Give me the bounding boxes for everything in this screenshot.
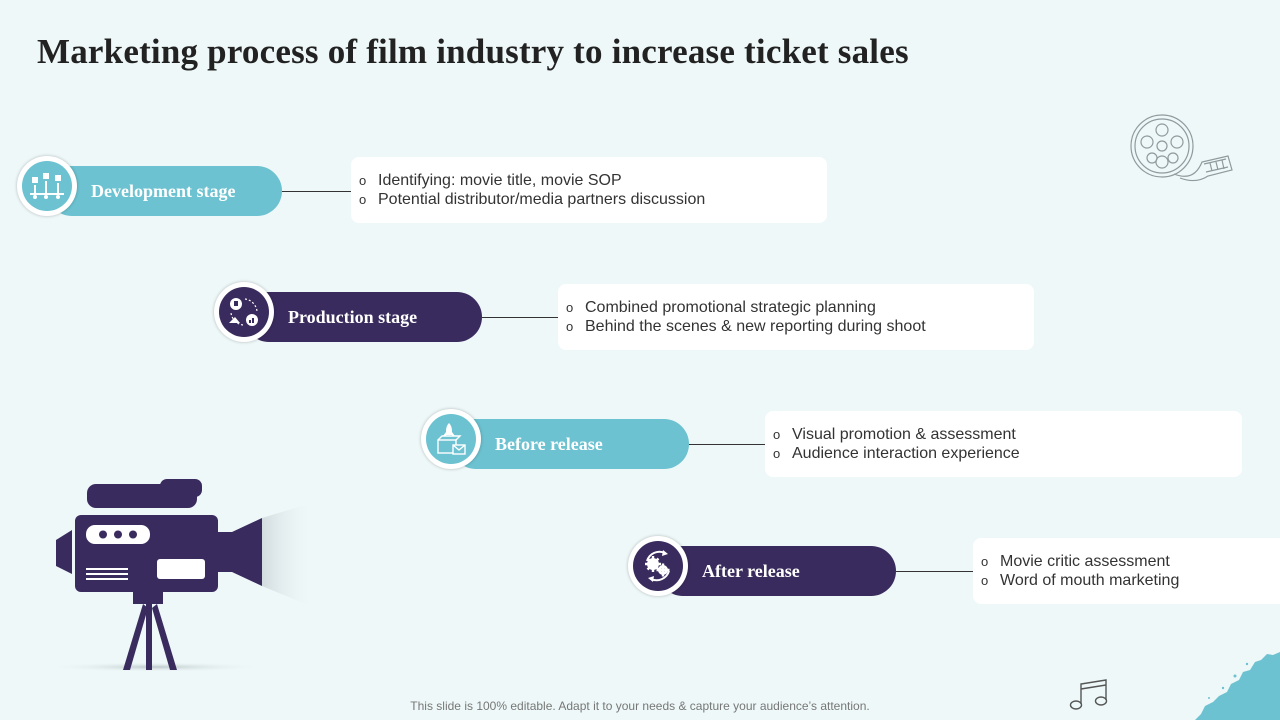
movie-camera-illustration [45, 479, 315, 672]
stage-icon-badge [214, 282, 274, 342]
connector-line [896, 571, 973, 572]
launch-box-icon [437, 423, 466, 455]
gears-cycle-icon [645, 550, 670, 582]
stage-before-release: Before release [421, 409, 766, 469]
bullet-item: o Behind the scenes & new reporting durin… [566, 318, 926, 335]
stage-label: Before release [495, 433, 603, 454]
stage-production: Production stage [214, 282, 558, 342]
details-box-after-release: o Movie critic assessment o Word of mouth … [973, 538, 1280, 604]
connector-line [282, 191, 352, 192]
details-box-before-release: o Visual promotion & assessment o Audience… [765, 411, 1242, 477]
details-box-development: o Identifying: movie title, movie SOP o Po… [351, 157, 827, 223]
stage-icon-badge [17, 156, 77, 216]
stage-label: After release [702, 560, 800, 581]
stage-pill: Before release [451, 419, 689, 469]
bullet-item: o Audience interaction experience [773, 445, 1020, 462]
bullet-item: o Identifying: movie title, movie SOP [359, 172, 622, 189]
connector-line [482, 317, 558, 318]
bullet-item: o Movie critic assessment [981, 553, 1170, 570]
bullet-item: o Visual promotion & assessment [773, 426, 1016, 443]
process-cycle-icon [229, 298, 258, 326]
film-reel-icon [1130, 114, 1233, 182]
page-title: Marketing process of film industry to in… [37, 32, 909, 71]
connector-line [689, 444, 766, 445]
bullet-item: o Potential distributor/media partners di… [359, 191, 706, 208]
stage-pill: Production stage [244, 292, 482, 342]
stage-icon-badge [421, 409, 481, 469]
boxes-flowchart-icon [30, 173, 64, 199]
music-note-icon [1069, 679, 1108, 710]
details-box-production: o Combined promotional strategic planning… [558, 284, 1034, 350]
bullet-item: o Word of mouth marketing [981, 572, 1180, 589]
corner-splash-decoration [1195, 652, 1280, 720]
stage-after-release: After release [628, 536, 973, 596]
stage-development: Development stage [17, 156, 352, 216]
bullet-item: o Combined promotional strategic planning [566, 299, 876, 316]
stage-icon-badge [628, 536, 688, 596]
footer-note: This slide is 100% editable. Adapt it to… [410, 699, 870, 713]
stage-label: Production stage [288, 306, 418, 327]
stage-pill: After release [658, 546, 896, 596]
stage-pill: Development stage [47, 166, 282, 216]
stage-label: Development stage [91, 180, 236, 201]
